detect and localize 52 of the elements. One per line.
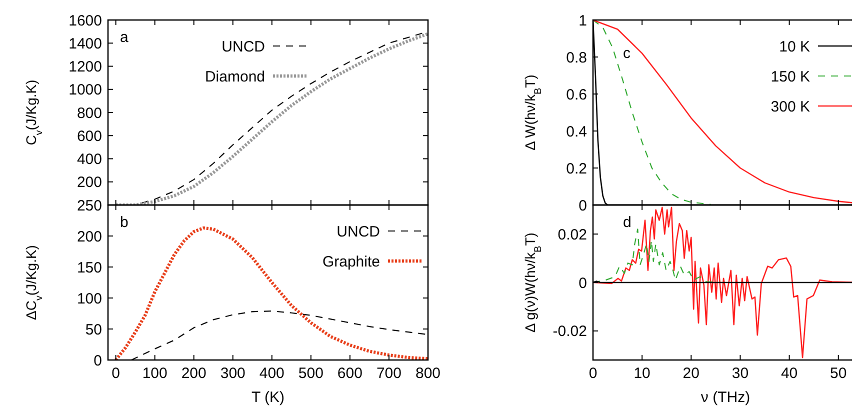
y-tick-label: 200	[76, 228, 102, 246]
y-tick-label: 0.02	[558, 226, 587, 244]
y-tick-label: 600	[76, 128, 102, 145]
line-series	[114, 226, 428, 360]
legend-label: 10 K	[779, 38, 810, 56]
y-tick-label: 1000	[68, 82, 102, 99]
legend-label: UNCD	[336, 223, 380, 240]
legend-label: Diamond	[204, 68, 265, 86]
y-tick-label: 1	[578, 12, 587, 30]
x-tick-label: 600	[337, 365, 362, 382]
annotation: c	[623, 45, 631, 62]
line-series	[593, 20, 712, 205]
x-axis-title: T (K)	[251, 389, 285, 406]
y-tick-label: 0	[578, 197, 587, 214]
x-tick-label: 50	[830, 365, 847, 382]
y-tick-label: 0.8	[566, 49, 587, 66]
x-axis-title: ν (THz)	[700, 389, 750, 406]
y-tick-label: 250	[76, 197, 102, 214]
y-tick-label: 1200	[68, 58, 102, 76]
legend-label: 300 K	[770, 98, 810, 116]
y-tick-label: 200	[76, 174, 102, 192]
x-tick-label: 400	[259, 365, 284, 382]
x-tick-label: 0	[112, 365, 120, 382]
x-tick-label: 30	[732, 365, 749, 382]
x-tick-label: 20	[682, 365, 700, 382]
y-tick-label: 0	[94, 352, 102, 370]
x-tick-label: 200	[181, 365, 206, 382]
y-tick-label: 1600	[68, 12, 102, 30]
annotation: d	[623, 214, 632, 231]
x-tick-label: 10	[634, 365, 650, 382]
y-tick-label: 400	[76, 151, 102, 168]
y-tick-label: 0.4	[566, 123, 587, 140]
x-tick-label: 300	[220, 365, 246, 382]
x-tick-label: 40	[780, 365, 798, 382]
y-tick-label: 150	[76, 259, 102, 276]
annotation: b	[120, 214, 128, 231]
legend-label: UNCD	[222, 38, 266, 56]
y-tick-label: 50	[85, 321, 102, 338]
x-tick-label: 500	[298, 365, 324, 382]
y-tick-label: 0	[578, 274, 587, 292]
legend-label: Graphite	[322, 253, 380, 270]
y-tick-label: 0.6	[566, 86, 587, 104]
y-tick-label: 0.2	[566, 160, 587, 178]
x-tick-label: 100	[142, 365, 168, 382]
y-tick-label: 1400	[68, 35, 102, 52]
y-tick-label: 100	[76, 290, 102, 308]
y-tick-label: 800	[76, 104, 102, 122]
y-tick-label: -0.02	[552, 323, 587, 340]
x-tick-label: 700	[376, 365, 402, 382]
x-tick-label: 800	[415, 365, 441, 382]
legend-label: 150 K	[770, 68, 810, 86]
annotation: a	[120, 29, 129, 46]
